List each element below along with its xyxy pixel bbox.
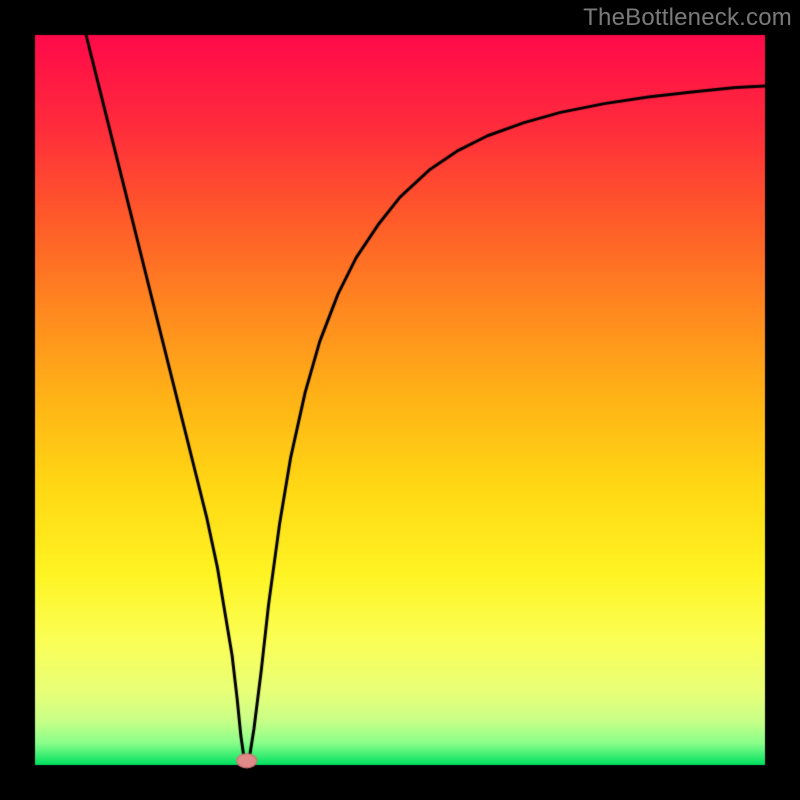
chart-container: { "watermark": { "text": "TheBottleneck.… bbox=[0, 0, 800, 800]
watermark-text: TheBottleneck.com bbox=[583, 4, 792, 32]
bottleneck-chart bbox=[0, 0, 800, 800]
